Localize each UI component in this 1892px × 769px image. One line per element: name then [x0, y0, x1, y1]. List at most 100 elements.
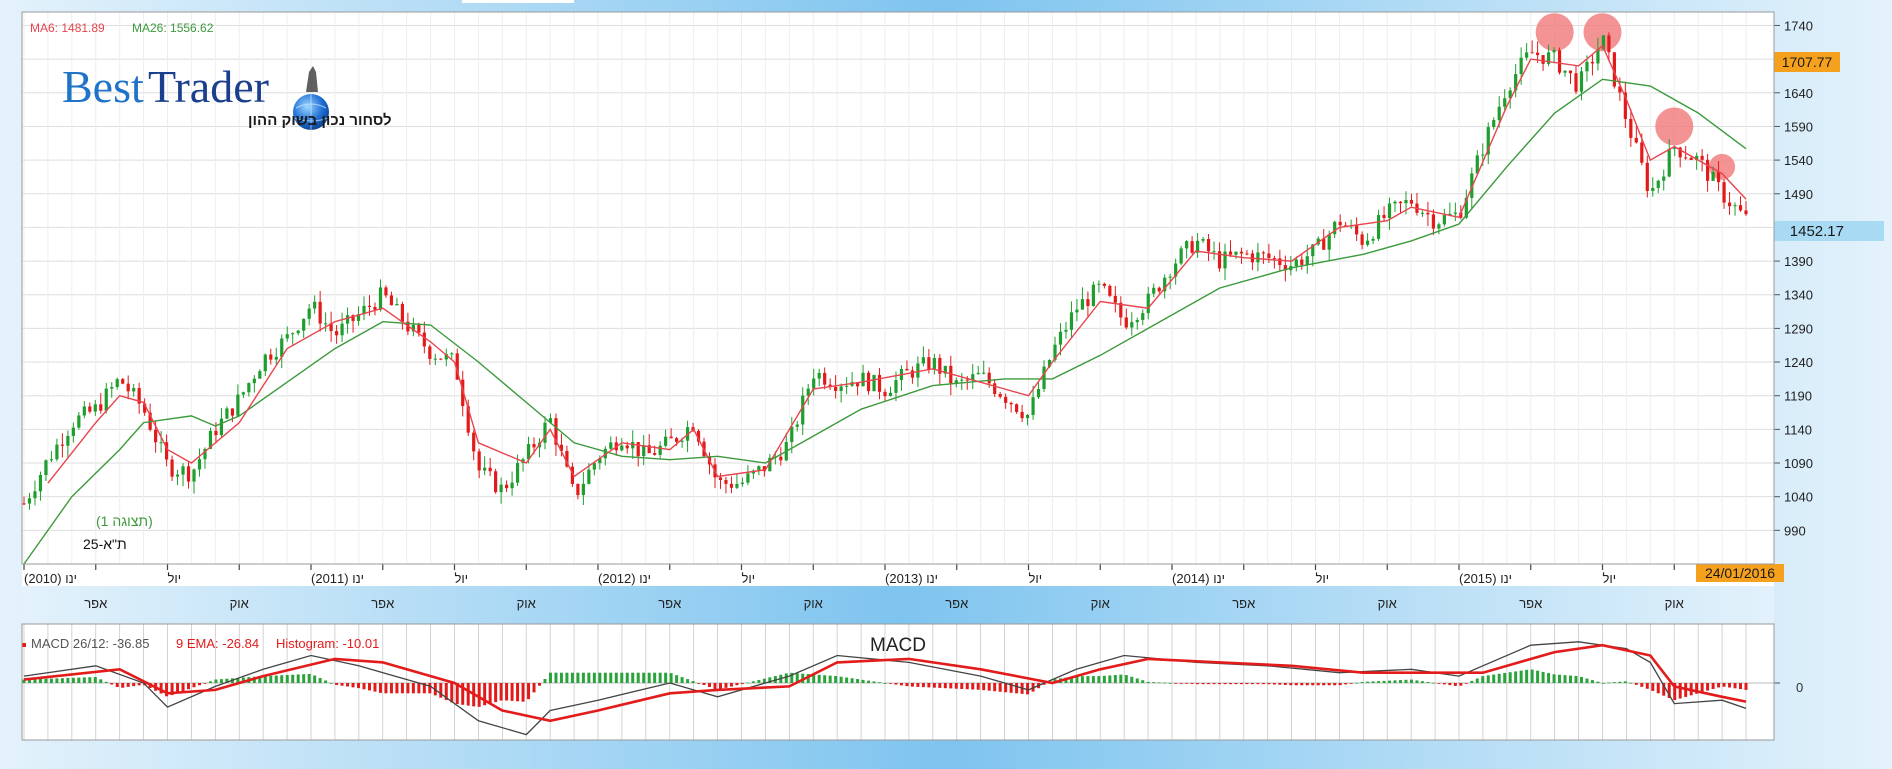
candle-down — [1217, 242, 1222, 272]
candle-down — [461, 370, 465, 417]
candle-body — [592, 463, 596, 470]
histogram-bar — [1080, 676, 1084, 683]
candle-up — [1733, 202, 1737, 216]
candle-body — [812, 378, 816, 389]
candle-body — [982, 372, 986, 374]
candle-body — [1365, 240, 1370, 245]
candle-up — [971, 364, 975, 390]
histogram-bar — [894, 683, 898, 685]
candle-body — [1283, 265, 1287, 271]
candle-body — [1623, 92, 1627, 119]
histogram-bar — [1388, 680, 1392, 683]
histogram-bar — [1453, 683, 1457, 686]
histogram-bar — [1377, 681, 1381, 683]
candle-down — [1108, 284, 1112, 298]
histogram-bar — [1305, 683, 1309, 686]
histogram-bar — [1333, 683, 1337, 686]
histogram-bar — [1700, 683, 1704, 693]
histogram-bar — [516, 683, 520, 702]
candle-body — [1195, 240, 1200, 253]
candle-body — [1036, 388, 1041, 398]
candle-body — [1228, 251, 1233, 255]
histogram-bar — [1163, 682, 1167, 684]
candle-body — [1673, 147, 1677, 149]
candle-up — [1294, 256, 1298, 272]
candle-body — [466, 406, 470, 433]
candle-body — [137, 388, 141, 404]
price-grid — [22, 24, 1774, 531]
histogram-bar — [1212, 683, 1216, 685]
candle-body — [38, 474, 43, 492]
candle-body — [823, 372, 827, 385]
candle-body — [1360, 234, 1364, 245]
date-badge-text: 24/01/2016 — [1705, 565, 1775, 581]
candle-down — [938, 354, 942, 385]
candle-body — [790, 426, 794, 443]
candle-body — [340, 323, 344, 336]
candle-body — [1574, 73, 1578, 92]
histogram-bar — [1218, 683, 1222, 685]
histogram-bar — [675, 675, 679, 683]
histogram-bar — [823, 675, 827, 683]
candle-body — [664, 436, 668, 446]
histogram-bar — [1135, 678, 1139, 683]
candle-down — [1020, 404, 1024, 423]
histogram-bar — [1415, 680, 1419, 683]
candle-up — [132, 384, 136, 397]
candle-down — [22, 496, 26, 505]
histogram-bar — [620, 672, 624, 683]
candle-body — [1651, 188, 1655, 191]
candle-up — [433, 353, 437, 366]
candle-body — [1157, 287, 1161, 292]
histogram-bar — [669, 673, 673, 683]
candle-body — [976, 373, 980, 375]
candle-down — [1541, 55, 1545, 71]
candle-down — [126, 375, 130, 400]
candle-up — [302, 318, 306, 338]
histogram-bar — [1558, 674, 1562, 683]
candle-up — [263, 353, 267, 377]
candle-body — [1640, 142, 1644, 163]
candle-up — [324, 312, 328, 332]
histogram-bar — [1596, 681, 1600, 683]
histogram-bar — [1245, 683, 1249, 685]
candle-body — [746, 473, 750, 483]
y-tick-label: 1640 — [1784, 86, 1813, 101]
date-badge-bg — [1696, 564, 1784, 582]
histogram-bar — [658, 672, 662, 683]
candle-up — [49, 451, 54, 463]
candle-body — [1311, 244, 1315, 257]
candle-body — [932, 357, 936, 370]
candle-down — [439, 358, 443, 361]
x-tick-label: יול — [455, 571, 469, 586]
histogram-bar — [132, 683, 136, 687]
histogram-bar — [505, 683, 509, 701]
histogram-bar — [1196, 683, 1200, 685]
histogram-bar — [214, 679, 218, 683]
candle-body — [285, 334, 289, 339]
candle-up — [872, 374, 876, 392]
candle-down — [1102, 282, 1106, 289]
histogram-bar — [165, 683, 169, 697]
histogram-bar — [1530, 669, 1534, 683]
candle-body — [1585, 61, 1589, 72]
candle-body — [258, 371, 262, 379]
candle-down — [230, 408, 234, 423]
histogram-bar — [1541, 671, 1545, 683]
candle-body — [1684, 157, 1688, 159]
histogram-bar — [834, 676, 838, 683]
histogram-bar — [296, 674, 300, 683]
histogram-bar — [1338, 683, 1342, 686]
x-tick-label: אפר — [1232, 596, 1255, 611]
candle-down — [1700, 149, 1704, 172]
candle-body — [389, 295, 394, 306]
candle-body — [1338, 221, 1342, 226]
histogram-bar — [400, 683, 404, 694]
candle-body — [1453, 212, 1457, 214]
candle-body — [1135, 319, 1139, 323]
candle-body — [186, 466, 191, 482]
histogram-bar — [521, 683, 525, 702]
peak-highlights — [1535, 13, 1736, 180]
candle-body — [1733, 205, 1737, 207]
candle-body — [197, 459, 202, 470]
